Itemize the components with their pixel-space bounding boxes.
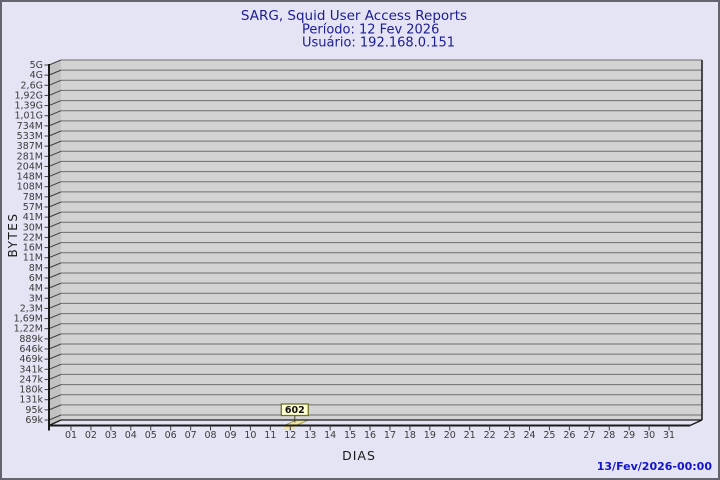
- y-tick-label: 2,6G: [21, 80, 43, 91]
- x-tick-label: 01: [65, 430, 77, 441]
- x-tick-label: 22: [484, 430, 496, 441]
- y-tick-label: 131k: [19, 395, 43, 406]
- x-tick-label: 30: [643, 430, 655, 441]
- y-tick-label: 734M: [17, 121, 43, 132]
- x-tick-label: 23: [504, 430, 516, 441]
- y-tick-label: 148M: [17, 172, 43, 183]
- data-point-callout-box: [280, 403, 309, 417]
- x-tick-label: 09: [224, 430, 236, 441]
- x-tick-label: 31: [663, 430, 675, 441]
- x-tick-label: 28: [603, 430, 615, 441]
- y-axis-title: BYTES: [6, 213, 20, 258]
- x-tick-label-layer: 01 02 03 04 05 06 07 08 09 10 11 12 13 14 15 16 17 18 19 20…: [65, 425, 675, 441]
- y-tick-label: 108M: [17, 182, 43, 193]
- x-tick-label: 03: [105, 430, 117, 441]
- plot-background-layer: [49, 60, 702, 426]
- chart-user-subtitle: Usuário: 192.168.0.151: [302, 36, 455, 51]
- y-tick-label: 646k: [19, 344, 43, 355]
- y-tick-label: 1,39G: [14, 101, 43, 112]
- y-tick-label: 4M: [29, 283, 43, 294]
- x-tick-label: 11: [264, 430, 276, 441]
- x-tick-label: 27: [583, 430, 595, 441]
- x-tick-label: 29: [623, 430, 635, 441]
- x-tick-label: 16: [364, 430, 376, 441]
- y-tick-label-layer: 5G4G2,6G1,92G1,39G1,01G734M533M387M281M2…: [14, 60, 44, 426]
- x-tick-label: 08: [204, 430, 216, 441]
- x-tick-label: 21: [464, 430, 476, 441]
- y-tick-label: 16M: [23, 243, 43, 254]
- x-tick-label: 26: [563, 430, 575, 441]
- x-tick-label: 25: [543, 430, 555, 441]
- y-tick-label: 204M: [17, 161, 43, 172]
- y-tick-label: 281M: [17, 151, 43, 162]
- x-tick-label: 15: [344, 430, 356, 441]
- x-tick-label: 19: [424, 430, 436, 441]
- y-tick-label: 469k: [19, 354, 43, 365]
- y-tick-label: 11M: [23, 253, 43, 264]
- x-tick-label: 10: [244, 430, 256, 441]
- x-axis-title: DIAS: [342, 448, 376, 463]
- y-tick-label: 78M: [23, 192, 43, 203]
- y-tick-label: 1,22M: [14, 324, 43, 335]
- x-tick-label: 14: [324, 430, 336, 441]
- y-tick-label: 1,01G: [14, 111, 43, 122]
- gridline-layer: [44, 59, 702, 421]
- x-tick-label: 20: [444, 430, 456, 441]
- chart-period-subtitle: Período: 12 Fev 2026: [302, 23, 439, 38]
- x-tick-label: 06: [165, 430, 177, 441]
- y-tick-label: 57M: [23, 202, 43, 213]
- y-tick-label: 8M: [29, 263, 43, 274]
- report-timestamp: 13/Fev/2026-00:00: [597, 460, 713, 473]
- x-tick-label: 17: [384, 430, 396, 441]
- x-tick-label: 07: [185, 430, 197, 441]
- y-tick-label: 387M: [17, 141, 43, 152]
- y-tick-label: 69k: [25, 415, 43, 426]
- chart-title: SARG, Squid User Access Reports: [241, 8, 467, 24]
- data-point-value-label: 602: [285, 405, 305, 416]
- y-tick-label: 247k: [19, 374, 43, 385]
- y-tick-label: 22M: [23, 232, 43, 243]
- y-tick-label: 95k: [25, 405, 43, 416]
- x-tick-label: 18: [404, 430, 416, 441]
- x-tick-label: 13: [304, 430, 316, 441]
- y-tick-label: 1,69M: [14, 314, 43, 325]
- x-tick-label: 24: [523, 430, 535, 441]
- y-tick-label: 1,92G: [14, 90, 43, 101]
- x-tick-label: 12: [284, 430, 296, 441]
- x-tick-label: 05: [145, 430, 157, 441]
- y-tick-label: 2,3M: [20, 303, 43, 314]
- axes-layer: [48, 60, 703, 431]
- y-tick-label: 41M: [23, 212, 43, 223]
- x-tick-label: 04: [125, 430, 137, 441]
- y-tick-label: 3M: [29, 293, 43, 304]
- y-tick-label: 889k: [19, 334, 43, 345]
- x-tick-label: 02: [85, 430, 97, 441]
- data-annotation-layer: 602: [280, 403, 309, 423]
- y-tick-label: 180k: [19, 385, 43, 396]
- y-tick-label: 30M: [23, 222, 43, 233]
- y-tick-label: 5G: [30, 60, 43, 71]
- y-tick-label: 6M: [29, 273, 43, 284]
- y-tick-label: 4G: [30, 70, 43, 81]
- y-tick-label: 533M: [17, 131, 43, 142]
- y-tick-label: 341k: [19, 364, 43, 375]
